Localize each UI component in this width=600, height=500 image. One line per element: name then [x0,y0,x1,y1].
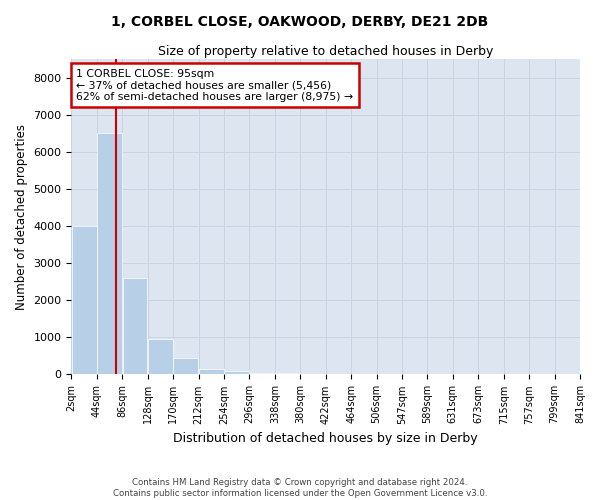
Text: 1, CORBEL CLOSE, OAKWOOD, DERBY, DE21 2DB: 1, CORBEL CLOSE, OAKWOOD, DERBY, DE21 2D… [112,15,488,29]
Bar [173,358,198,374]
Y-axis label: Number of detached properties: Number of detached properties [15,124,28,310]
Bar [224,370,249,374]
Bar [122,278,148,374]
Text: Contains HM Land Registry data © Crown copyright and database right 2024.
Contai: Contains HM Land Registry data © Crown c… [113,478,487,498]
Title: Size of property relative to detached houses in Derby: Size of property relative to detached ho… [158,45,493,58]
Bar [199,369,224,374]
Bar [250,372,275,374]
Bar [97,134,122,374]
Bar [71,226,97,374]
X-axis label: Distribution of detached houses by size in Derby: Distribution of detached houses by size … [173,432,478,445]
Text: 1 CORBEL CLOSE: 95sqm
← 37% of detached houses are smaller (5,456)
62% of semi-d: 1 CORBEL CLOSE: 95sqm ← 37% of detached … [76,68,353,102]
Bar [148,339,173,374]
